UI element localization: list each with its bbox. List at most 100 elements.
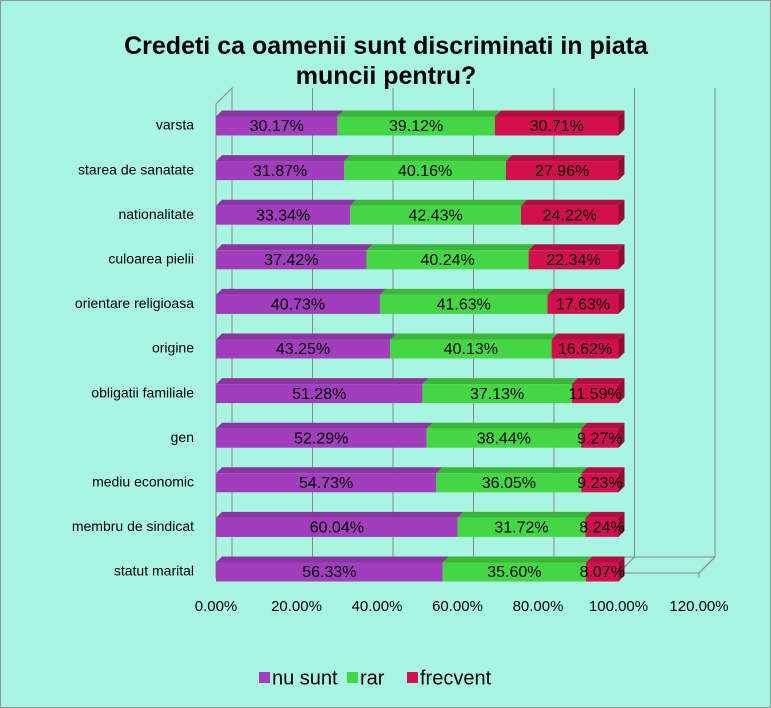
bar xyxy=(216,428,427,448)
bar xyxy=(426,428,582,448)
bar-top xyxy=(571,378,625,385)
bar xyxy=(216,205,351,225)
value-label: 31.72% xyxy=(494,520,548,537)
value-label: 60.04% xyxy=(310,520,364,537)
x-tick-label: 0.00% xyxy=(195,598,238,615)
bar-side xyxy=(618,155,625,181)
bar xyxy=(422,384,572,404)
bar-side xyxy=(618,378,625,404)
legend-swatch xyxy=(259,672,270,683)
x-tick-label: 80.00% xyxy=(513,598,564,615)
value-label: 37.42% xyxy=(264,252,318,269)
y-tick-label: orientare religioasa xyxy=(75,295,194,311)
bar xyxy=(547,294,619,314)
bar-top xyxy=(350,199,527,206)
legend-label: frecvent xyxy=(420,667,492,689)
bar-top xyxy=(520,199,625,206)
value-label: 16.62% xyxy=(558,341,612,358)
bar-side xyxy=(618,422,625,448)
bar-top xyxy=(528,244,625,251)
bar-top xyxy=(457,511,592,518)
x-tick-label: 120.00% xyxy=(669,598,728,615)
bar-top xyxy=(216,199,357,206)
value-label: 30.17% xyxy=(250,118,304,135)
y-tick-label: varsta xyxy=(156,117,194,133)
bar-top xyxy=(547,288,625,295)
value-label: 42.43% xyxy=(408,207,462,224)
bar-side xyxy=(618,556,625,582)
bar-top xyxy=(585,511,625,518)
bar xyxy=(216,339,391,359)
bar xyxy=(520,205,619,225)
bar-top xyxy=(551,333,625,340)
bar-side xyxy=(618,333,625,359)
y-tick-label: obligatii familiale xyxy=(91,384,194,400)
bar-top xyxy=(216,378,429,385)
value-label: 40.24% xyxy=(420,252,474,269)
value-label: 35.60% xyxy=(487,564,541,581)
bar xyxy=(216,473,437,493)
value-label: 51.28% xyxy=(292,386,346,403)
legend-label: rar xyxy=(360,667,385,689)
grid-line xyxy=(698,88,716,574)
value-label: 37.13% xyxy=(470,386,524,403)
legend-label: nu sunt xyxy=(272,667,338,689)
bar xyxy=(528,250,619,270)
x-tick-label: 100.00% xyxy=(589,598,648,615)
bar xyxy=(390,339,552,359)
bar-top xyxy=(390,333,558,340)
bar-top xyxy=(216,244,373,251)
legend-swatch xyxy=(347,672,358,683)
bar-top xyxy=(216,288,386,295)
bar xyxy=(442,562,587,582)
bar-top xyxy=(216,511,464,518)
bar-top xyxy=(216,110,344,117)
value-label: 41.63% xyxy=(437,297,491,314)
bar xyxy=(551,339,619,359)
bar xyxy=(585,517,619,537)
value-label: 24.22% xyxy=(543,207,597,224)
bar-top xyxy=(586,556,625,563)
bar-top xyxy=(216,422,433,429)
bar-top xyxy=(442,556,593,563)
bar xyxy=(436,473,582,493)
value-label: 54.73% xyxy=(299,475,353,492)
value-label: 40.73% xyxy=(271,297,325,314)
legend-swatch xyxy=(407,672,418,683)
bar xyxy=(216,250,367,270)
bar xyxy=(337,116,495,136)
bar xyxy=(581,428,619,448)
x-tick-label: 40.00% xyxy=(352,598,403,615)
bar xyxy=(216,116,338,136)
bar-top xyxy=(216,333,397,340)
value-label: 33.34% xyxy=(256,207,310,224)
value-label: 52.29% xyxy=(294,430,348,447)
bar-top xyxy=(426,422,588,429)
bar xyxy=(216,294,380,314)
bar xyxy=(581,473,619,493)
bar xyxy=(344,161,506,181)
bar-top xyxy=(436,467,588,474)
bar-top xyxy=(216,467,443,474)
y-tick-label: starea de sanatate xyxy=(78,161,194,177)
bar xyxy=(457,517,586,537)
bar-side xyxy=(618,288,625,314)
value-label: 56.33% xyxy=(302,564,356,581)
x-tick-label: 20.00% xyxy=(271,598,322,615)
bar-top xyxy=(216,155,351,162)
chart-title: Credeti ca oamenii sunt discriminati in … xyxy=(124,32,648,90)
bar xyxy=(379,294,548,314)
bar xyxy=(586,562,619,582)
bar xyxy=(366,250,529,270)
bar xyxy=(505,161,619,181)
bar-top xyxy=(216,556,449,563)
bar-side xyxy=(618,110,625,136)
y-tick-label: origine xyxy=(152,340,194,356)
value-label: 9.23% xyxy=(577,475,622,492)
bar-side xyxy=(618,199,625,225)
bar-top xyxy=(581,467,625,474)
bar-top xyxy=(422,378,578,385)
bar xyxy=(216,384,423,404)
